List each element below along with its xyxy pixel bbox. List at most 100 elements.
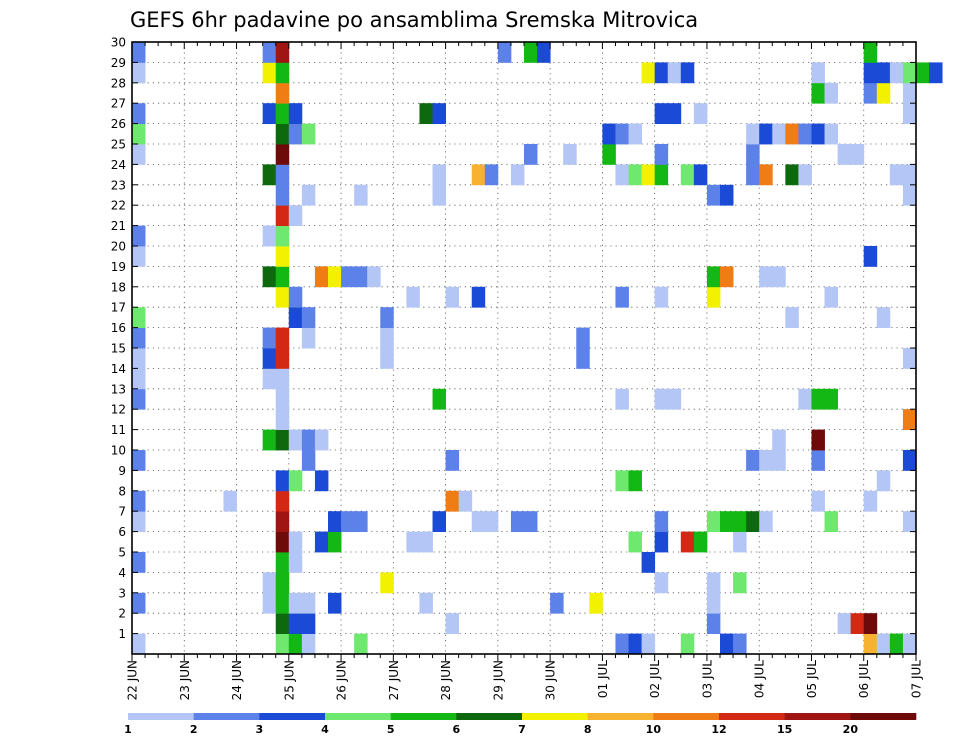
precip-cell — [902, 409, 917, 430]
y-tick-label: 19 — [111, 260, 126, 274]
y-tick-label: 25 — [111, 138, 126, 152]
precip-cell — [654, 531, 669, 553]
precip-cell — [654, 144, 669, 165]
precip-cell — [262, 368, 277, 390]
x-tick-label: 26 JUN — [335, 660, 349, 700]
precip-cell — [262, 42, 277, 63]
colorbar-label: 2 — [190, 723, 198, 736]
precip-cell — [863, 42, 878, 63]
precip-cell — [524, 42, 538, 63]
precip-cell — [811, 62, 825, 84]
precip-cell — [576, 348, 590, 369]
y-tick-label: 24 — [111, 158, 126, 172]
precip-cell — [419, 592, 433, 614]
precip-cell — [667, 103, 682, 124]
x-tick-label: 07 JUL — [910, 660, 924, 698]
precip-cell — [824, 123, 838, 145]
precip-cell — [733, 511, 747, 532]
precip-cell — [380, 572, 394, 594]
precip-cell — [367, 266, 381, 288]
precip-cell — [811, 450, 825, 471]
precip-cell — [288, 531, 303, 553]
precip-cell — [262, 62, 277, 84]
colorbar-swatch — [587, 713, 654, 720]
colorbar-label: 5 — [387, 723, 395, 736]
precip-cell — [288, 123, 303, 145]
precip-cell — [759, 511, 773, 532]
precip-cell — [275, 103, 290, 124]
precip-cell — [654, 388, 669, 410]
precip-cell — [706, 613, 721, 634]
precip-cell — [876, 633, 891, 655]
y-tick-label: 7 — [118, 505, 126, 519]
y-tick-label: 11 — [111, 423, 126, 437]
colorbar-swatch — [850, 713, 917, 720]
precip-cell — [132, 103, 146, 124]
colorbar-label: 4 — [321, 723, 329, 736]
colorbar-label: 20 — [843, 723, 859, 736]
precip-cell — [275, 470, 290, 492]
precip-cell — [654, 511, 669, 532]
precip-cell — [706, 511, 721, 532]
precip-cell — [576, 327, 590, 349]
precip-cell — [132, 552, 146, 573]
colorbar-swatch — [719, 713, 785, 720]
colorbar-swatch — [193, 713, 260, 720]
x-tick-label: 05 JUL — [805, 660, 819, 698]
precip-cell — [680, 531, 695, 553]
precip-cell — [824, 388, 838, 410]
colorbar-label: 15 — [777, 723, 792, 736]
precip-cell — [628, 123, 642, 145]
colorbar-swatch — [325, 713, 391, 720]
precip-cell — [132, 327, 146, 349]
precip-cell — [406, 531, 420, 553]
precip-cell — [288, 307, 303, 328]
precip-cell — [837, 613, 852, 634]
precip-cell — [132, 144, 146, 165]
y-tick-label: 30 — [111, 36, 126, 50]
y-tick-label: 17 — [111, 301, 126, 315]
y-tick-label: 21 — [111, 219, 126, 233]
precip-cell — [275, 633, 290, 655]
x-tick-label: 23 JUN — [178, 660, 192, 700]
precip-cell — [811, 82, 825, 104]
precip-cell — [132, 225, 146, 247]
precip-cell — [811, 123, 825, 145]
precip-cell — [275, 266, 290, 288]
precip-cell — [759, 123, 773, 145]
precip-cell — [615, 470, 629, 492]
precip-cell — [667, 62, 682, 84]
precip-cell — [550, 592, 564, 614]
precip-cell — [288, 633, 303, 655]
y-tick-label: 29 — [111, 56, 126, 70]
precip-cell — [458, 490, 473, 512]
precip-cell — [354, 511, 368, 532]
precip-cell — [262, 429, 277, 451]
precip-cell — [746, 144, 760, 165]
precip-cell — [471, 511, 486, 532]
precip-cell — [275, 286, 290, 308]
precip-cell — [733, 572, 747, 594]
precip-cell — [380, 327, 394, 349]
y-tick-label: 10 — [111, 444, 126, 458]
precip-cell — [432, 184, 446, 206]
precip-cell — [288, 103, 303, 124]
precip-cell — [275, 225, 290, 247]
precip-cell — [301, 327, 316, 349]
precip-cell — [706, 184, 721, 206]
precip-cell — [301, 613, 316, 634]
precip-cell — [720, 266, 734, 288]
precip-cells — [132, 42, 943, 655]
precip-cell — [641, 633, 656, 655]
precip-cell — [759, 266, 773, 288]
precip-cell — [471, 286, 486, 308]
colorbar-label: 7 — [518, 723, 526, 736]
x-tick-label: 01 JUL — [596, 660, 610, 698]
precip-cell — [746, 123, 760, 145]
precip-cell — [863, 246, 878, 267]
precip-cell — [811, 388, 825, 410]
precip-cell — [432, 103, 446, 124]
precip-cell — [262, 327, 277, 349]
precip-cell — [262, 103, 277, 124]
colorbar-label: 8 — [584, 723, 592, 736]
